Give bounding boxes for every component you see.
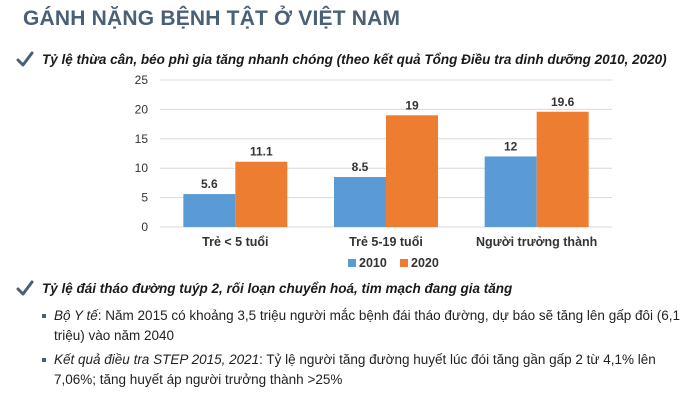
bullet-text: : Tỷ lệ người tăng đường huyết lúc đói t… — [54, 352, 656, 387]
bar-2020 — [386, 115, 438, 227]
bar-2020 — [536, 111, 589, 227]
bullet-text: : Năm 2015 có khoảng 3,5 triệu người mắc… — [54, 308, 680, 343]
x-category-label: Người trưởng thành — [476, 235, 597, 249]
data-label: 11.1 — [250, 145, 273, 159]
data-label: 19 — [405, 98, 419, 112]
legend-swatch-2020 — [400, 259, 408, 267]
y-tick-label: 0 — [141, 220, 148, 234]
checkpoint-text: Tỷ lệ đái tháo đường tuýp 2, rối loạn ch… — [42, 280, 513, 296]
bullet-source: Bộ Y tế — [54, 308, 98, 323]
checkmark-icon — [16, 51, 34, 67]
data-label: 19.6 — [551, 95, 575, 109]
y-tick-label: 5 — [141, 191, 148, 205]
bar-2020 — [235, 161, 288, 227]
bullet-item: Kết quả điều tra STEP 2015, 2021: Tỷ lệ … — [42, 350, 684, 390]
y-tick-label: 25 — [135, 73, 149, 87]
bar-2010 — [183, 194, 236, 227]
bullet-source: Kết quả điều tra STEP 2015, 2021 — [54, 352, 260, 367]
x-category-label: Trẻ 5-19 tuổi — [349, 235, 423, 249]
data-label: 12 — [504, 139, 518, 153]
bar-2010 — [334, 177, 386, 227]
checkmark-icon — [16, 280, 34, 296]
checkpoint-text: Tỷ lệ thừa cân, béo phì gia tăng nhanh c… — [42, 51, 667, 67]
y-tick-label: 20 — [135, 102, 149, 116]
legend-swatch-2010 — [348, 259, 356, 267]
legend-label: 2010 — [359, 256, 387, 270]
legend-label: 2020 — [411, 256, 439, 270]
bar-2010 — [484, 156, 537, 227]
data-label: 8.5 — [352, 160, 369, 174]
y-tick-label: 10 — [135, 161, 149, 175]
bullet-item: Bộ Y tế: Năm 2015 có khoảng 3,5 triệu ng… — [42, 306, 684, 346]
square-bullet-icon — [42, 314, 46, 318]
y-tick-label: 15 — [135, 132, 149, 146]
page-title: GÁNH NẶNG BỆNH TẬT Ở VIỆT NAM — [23, 7, 401, 30]
x-category-label: Trẻ < 5 tuổi — [202, 235, 268, 249]
square-bullet-icon — [42, 358, 46, 362]
checkpoint-obesity: Tỷ lệ thừa cân, béo phì gia tăng nhanh c… — [16, 50, 667, 68]
checkpoint-diabetes: Tỷ lệ đái tháo đường tuýp 2, rối loạn ch… — [16, 279, 512, 297]
data-label: 5.6 — [201, 177, 218, 191]
